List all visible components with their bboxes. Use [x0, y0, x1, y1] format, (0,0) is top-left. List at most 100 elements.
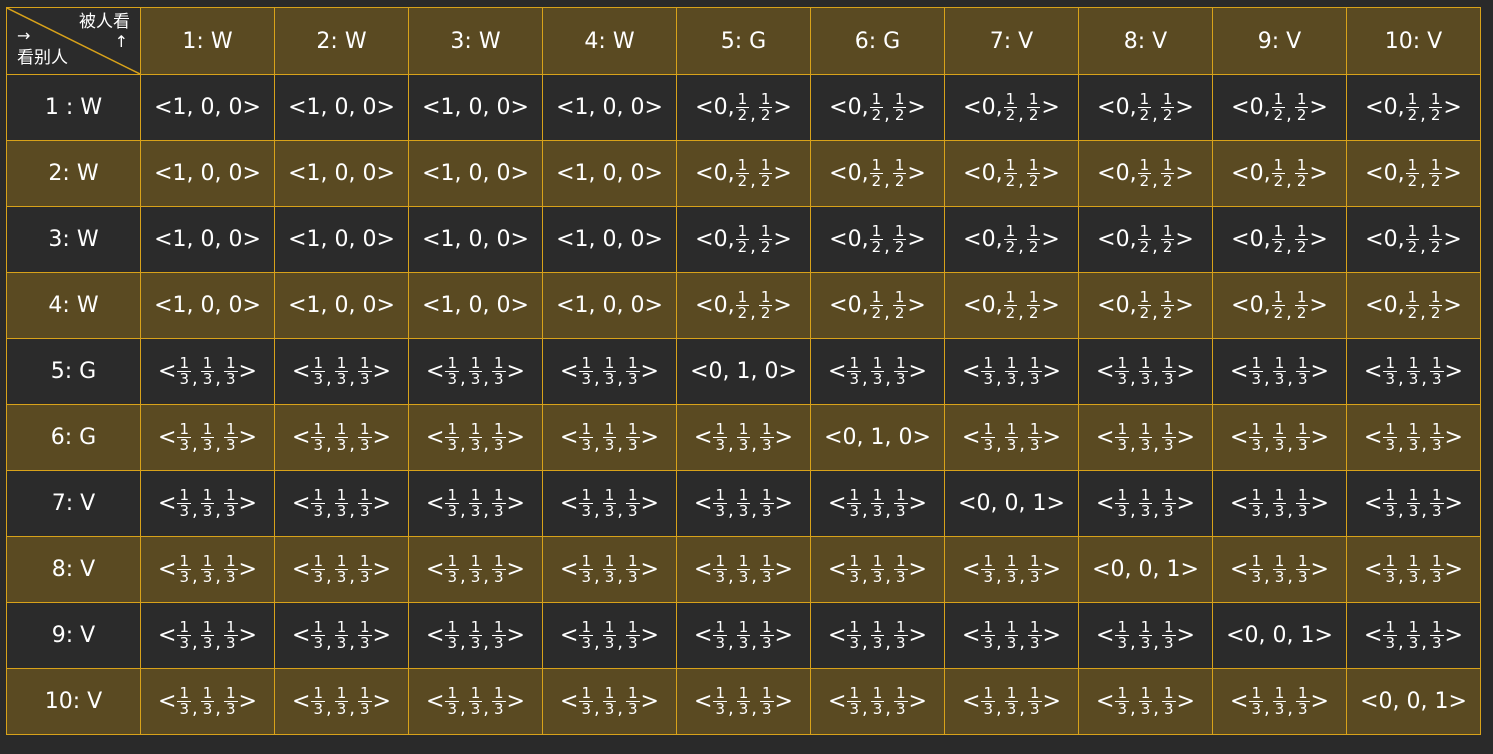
vector-value: <1 3, 1 3, 1 3 >	[828, 354, 927, 390]
table-cell: <1 3, 1 3, 1 3 >	[1346, 338, 1481, 405]
table-cell: <1 3, 1 3, 1 3 >	[140, 404, 275, 471]
table-cell: <1, 0, 0>	[408, 74, 543, 141]
table-cell: <0, 1 2, 1 2 >	[1078, 74, 1213, 141]
vector-value: <1 3, 1 3, 1 3 >	[1096, 618, 1195, 654]
table-cell: <1 3, 1 3, 1 3 >	[1212, 536, 1347, 603]
table-row: 9: V <1 3, 1 3, 1 3 > <1 3, 1 3, 1 3 > <1 3, 1 3, 1 3 > <1 3, 1 3…	[6, 602, 1481, 669]
table-cell: <0, 1 2, 1 2 >	[1078, 140, 1213, 207]
corner-bottom-label: 看别人	[17, 48, 68, 68]
vector-value: <0, 1 2, 1 2 >	[1231, 156, 1328, 192]
table-cell: <1 3, 1 3, 1 3 >	[408, 404, 543, 471]
vector-value: <0, 1 2, 1 2 >	[1097, 90, 1194, 126]
vector-value: <1 3, 1 3, 1 3 >	[426, 420, 525, 456]
column-header: 2: W	[274, 7, 409, 75]
table-cell: <1 3, 1 3, 1 3 >	[408, 668, 543, 735]
table-cell: <1 3, 1 3, 1 3 >	[542, 668, 677, 735]
vector-value: <1 3, 1 3, 1 3 >	[292, 552, 391, 588]
vector-value: <1 3, 1 3, 1 3 >	[694, 552, 793, 588]
vector-value: <1 3, 1 3, 1 3 >	[158, 684, 257, 720]
table-cell: <1, 0, 0>	[542, 74, 677, 141]
table-cell: <1 3, 1 3, 1 3 >	[274, 338, 409, 405]
table-cell: <0, 1 2, 1 2 >	[676, 74, 811, 141]
table-cell: <1 3, 1 3, 1 3 >	[676, 602, 811, 669]
vector-value: <0, 1 2, 1 2 >	[829, 156, 926, 192]
table-cell: <0, 1 2, 1 2 >	[1346, 140, 1481, 207]
table-cell: <0, 1 2, 1 2 >	[810, 206, 945, 273]
vector-value: <0, 1 2, 1 2 >	[829, 288, 926, 324]
vector-value: <1 3, 1 3, 1 3 >	[426, 618, 525, 654]
vector-value: <1 3, 1 3, 1 3 >	[560, 552, 659, 588]
table-cell: <0, 1 2, 1 2 >	[944, 140, 1079, 207]
matrix-body: 1 : W <1, 0, 0> <1, 0, 0> <1, 0, 0> <1, 0, 0…	[6, 74, 1481, 735]
table-cell: <1, 0, 0>	[140, 206, 275, 273]
vector-value: <0, 1 2, 1 2 >	[695, 90, 792, 126]
table-row: 10: V <1 3, 1 3, 1 3 > <1 3, 1 3, 1 3 > <1 3, 1 3, 1 3 > <1 3, 1…	[6, 668, 1481, 735]
row-header: 1 : W	[6, 74, 141, 141]
vector-value: <0, 1 2, 1 2 >	[1365, 90, 1462, 126]
column-header: 9: V	[1212, 7, 1347, 75]
vector-value: <0, 1 2, 1 2 >	[695, 222, 792, 258]
table-cell: <0, 1 2, 1 2 >	[810, 140, 945, 207]
right-arrow-icon: →	[17, 26, 31, 45]
table-cell: <0, 1 2, 1 2 >	[810, 272, 945, 339]
